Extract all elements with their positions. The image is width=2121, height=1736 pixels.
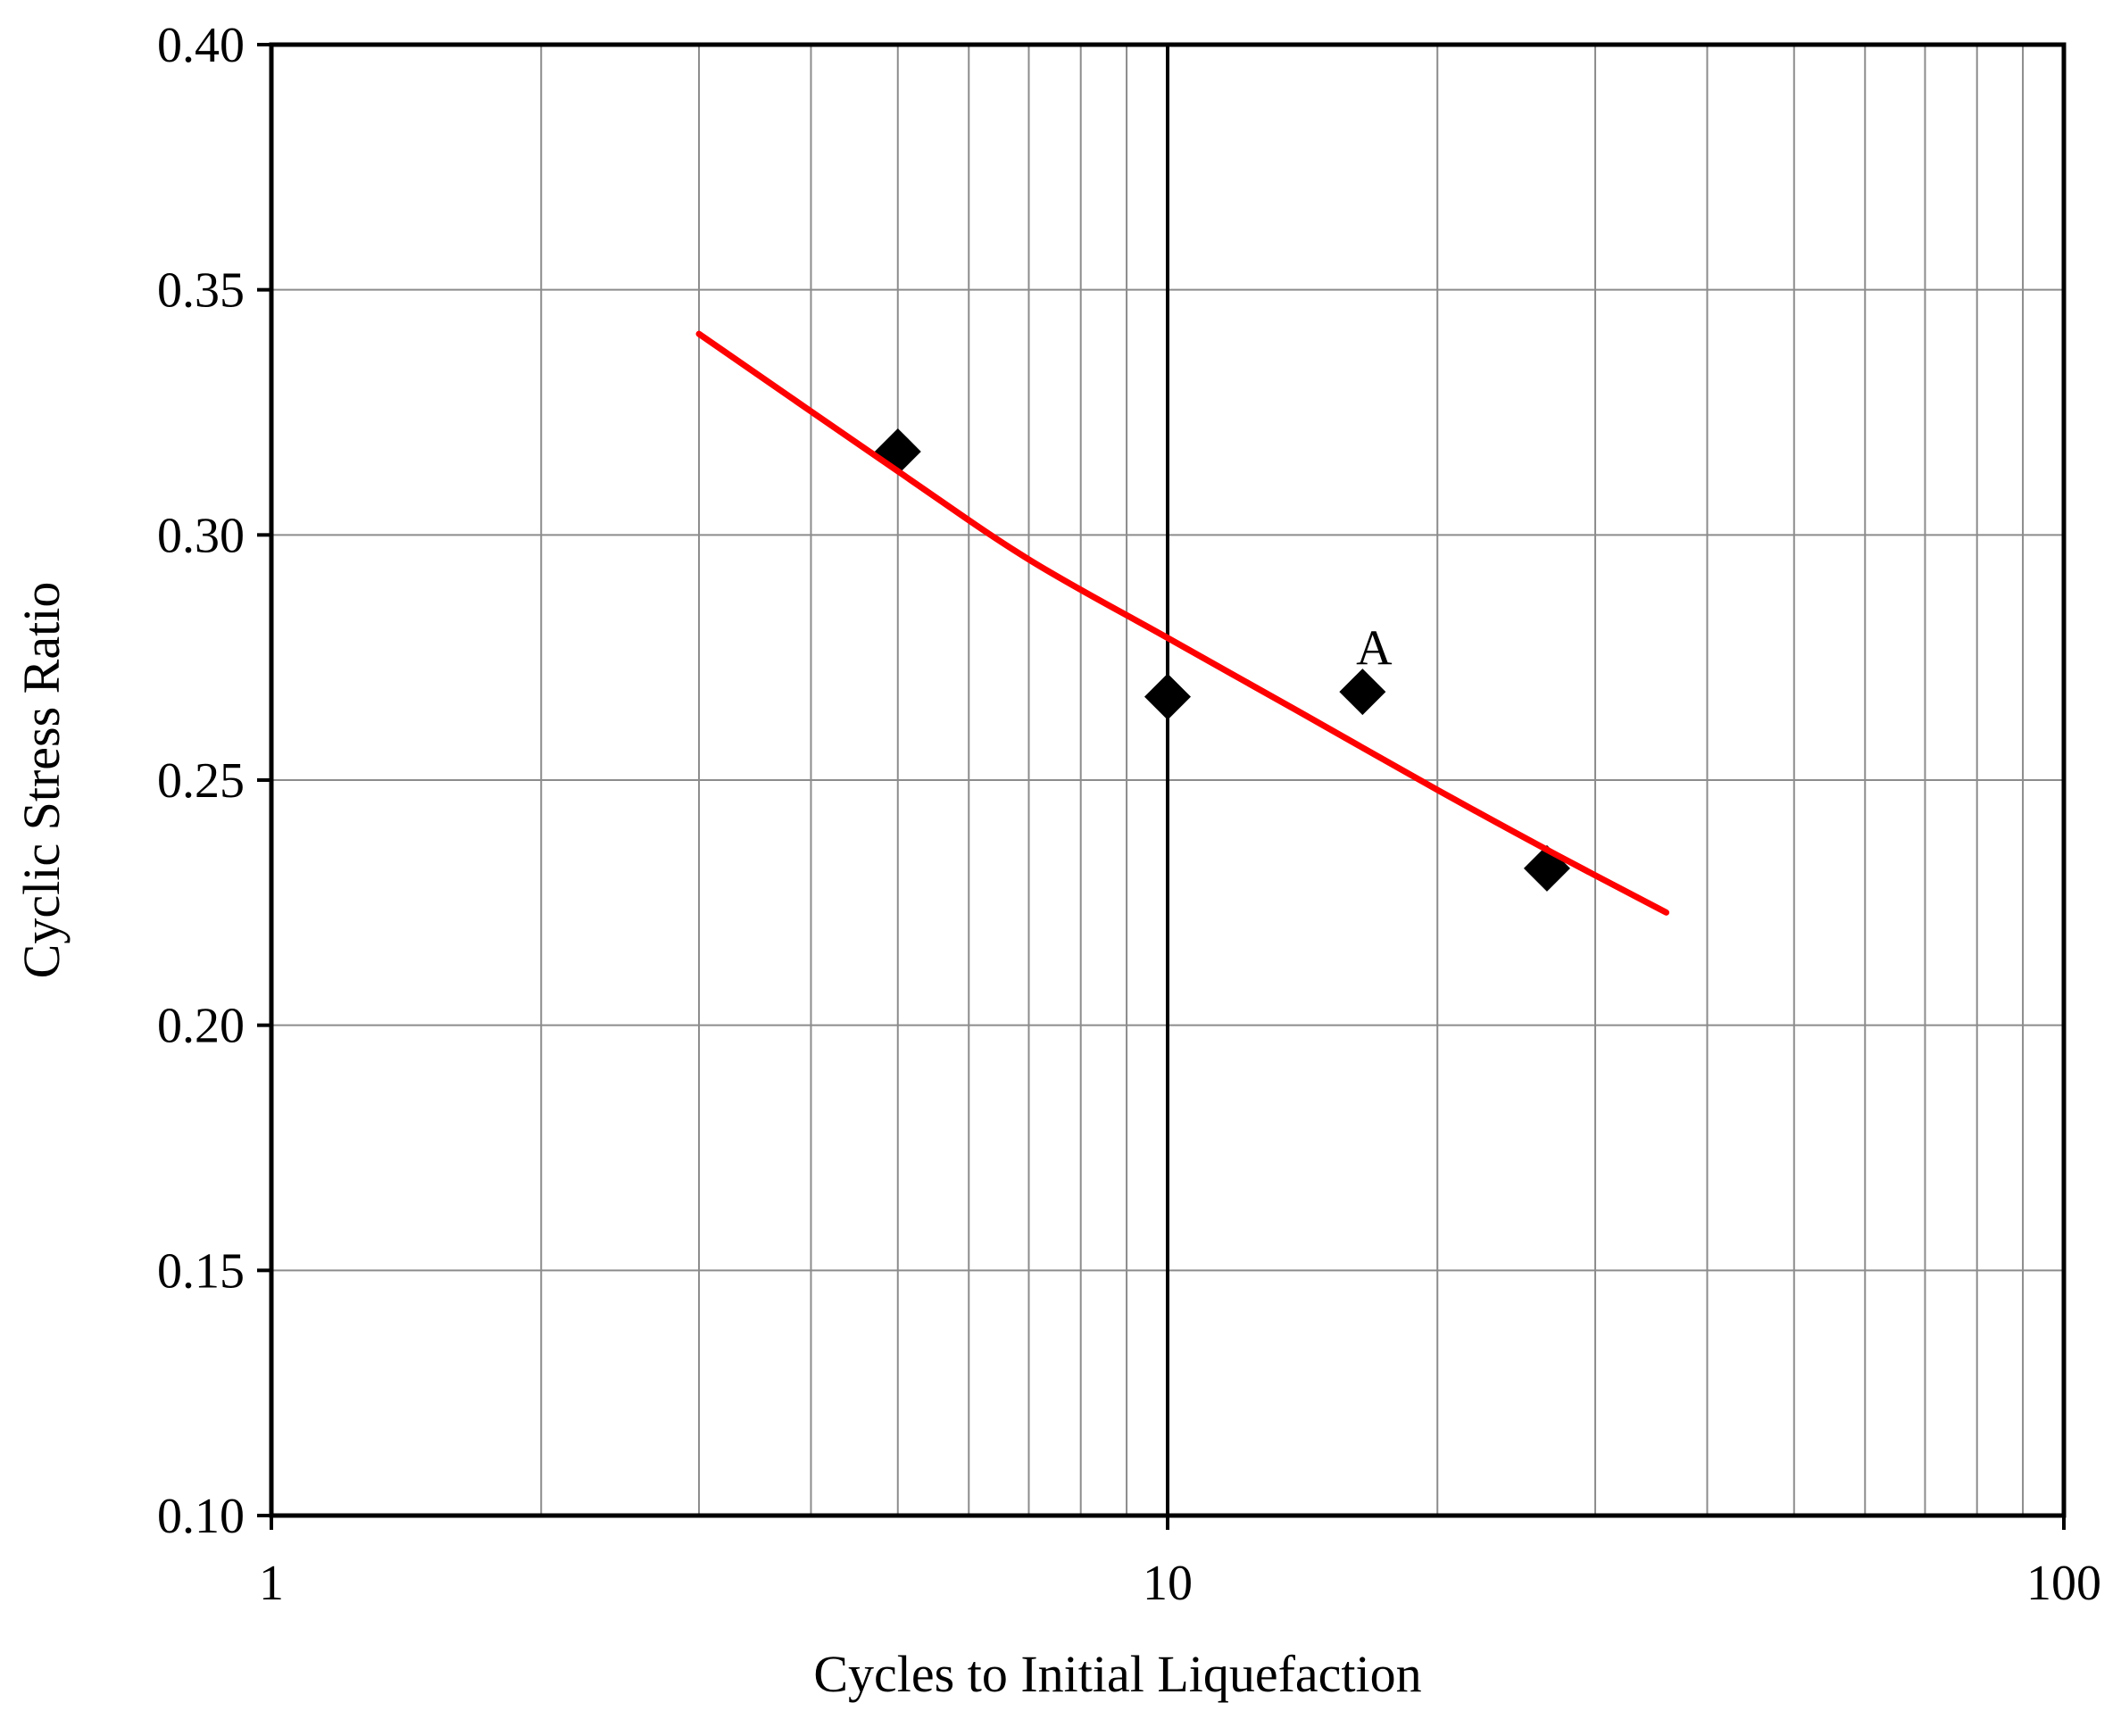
x-tick-label: 1: [259, 1556, 284, 1611]
y-tick-label: 0.25: [157, 753, 245, 809]
y-tick-label: 0.10: [157, 1489, 245, 1544]
y-tick-label: 0.15: [157, 1243, 245, 1299]
point-annotation: A: [1356, 621, 1393, 677]
tick-labels: 0.10 0.15 0.20 0.25 0.30 0.35 0.40 1 10 100: [157, 18, 2101, 1611]
grid: [271, 44, 2064, 1516]
axes: [257, 42, 2067, 1530]
x-axis-label: Cycles to Initial Liquefaction: [813, 1645, 1421, 1703]
y-tick-label: 0.30: [157, 508, 245, 563]
x-tick-label: 100: [2026, 1556, 2101, 1611]
data-point-diamond: [1339, 669, 1386, 716]
data-series: A: [695, 330, 1670, 916]
y-tick-label: 0.35: [157, 263, 245, 319]
y-tick-label: 0.20: [157, 999, 245, 1054]
data-point-diamond: [1144, 673, 1191, 720]
fit-curve: [695, 330, 1670, 916]
y-axis-label: Cyclic Stress Ratio: [12, 582, 71, 979]
x-tick-label: 10: [1143, 1556, 1193, 1611]
y-tick-label: 0.40: [157, 18, 245, 73]
